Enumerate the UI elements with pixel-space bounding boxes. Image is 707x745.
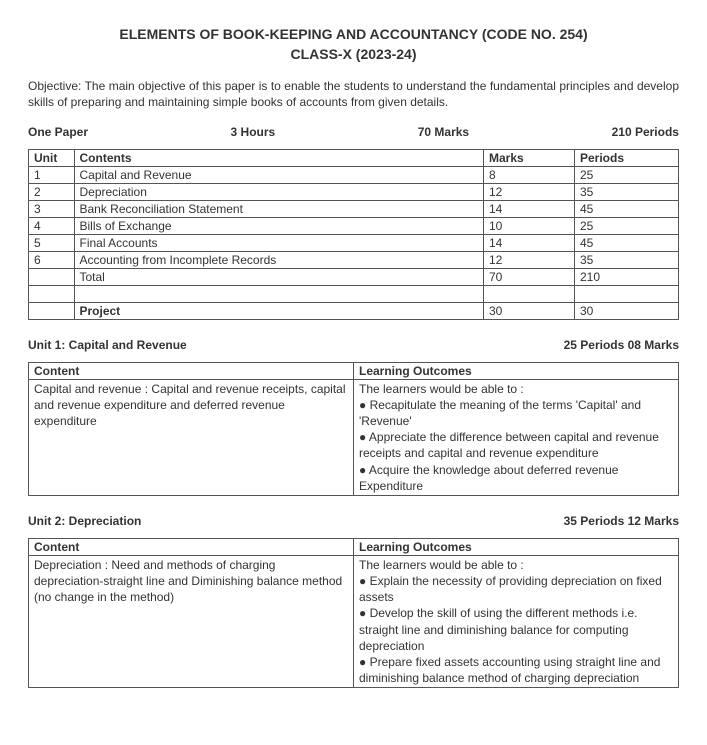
cell-periods: 35	[575, 183, 679, 200]
cell-unit: 3	[29, 200, 75, 217]
cell-total-marks: 70	[484, 268, 575, 285]
table-header-row: Unit Contents Marks Periods	[29, 149, 679, 166]
unit2-outcome: The learners would be able to :● Explain…	[354, 555, 679, 688]
cell-periods: 25	[575, 217, 679, 234]
unit2-alloc: 35 Periods 12 Marks	[564, 514, 679, 528]
cell-unit	[29, 302, 75, 319]
cell-unit: 1	[29, 166, 75, 183]
table-row: 5 Final Accounts 14 45	[29, 234, 679, 251]
table-row: Depreciation : Need and methods of charg…	[29, 555, 679, 688]
col-marks: Marks	[484, 149, 575, 166]
cell-contents: Accounting from Incomplete Records	[74, 251, 484, 268]
cell-periods: 35	[575, 251, 679, 268]
blank-row	[29, 285, 679, 302]
cell-marks: 10	[484, 217, 575, 234]
title-line-1: ELEMENTS OF BOOK-KEEPING AND ACCOUNTANCY…	[28, 25, 679, 45]
cell-marks: 8	[484, 166, 575, 183]
table-header-row: Content Learning Outcomes	[29, 538, 679, 555]
unit1-heading: Unit 1: Capital and Revenue	[28, 338, 187, 352]
exam-periods: 210 Periods	[612, 125, 679, 139]
unit1-alloc: 25 Periods 08 Marks	[564, 338, 679, 352]
col-content: Content	[29, 538, 354, 555]
table-row: 3 Bank Reconciliation Statement 14 45	[29, 200, 679, 217]
unit2-content: Depreciation : Need and methods of charg…	[29, 555, 354, 688]
unit1-table: Content Learning Outcomes Capital and re…	[28, 362, 679, 496]
cell-periods: 25	[575, 166, 679, 183]
table-row: 2 Depreciation 12 35	[29, 183, 679, 200]
cell-marks: 12	[484, 183, 575, 200]
cell-contents: Capital and Revenue	[74, 166, 484, 183]
cell-unit	[29, 268, 75, 285]
cell-marks: 12	[484, 251, 575, 268]
cell-total-label: Total	[74, 268, 484, 285]
page-title: ELEMENTS OF BOOK-KEEPING AND ACCOUNTANCY…	[28, 25, 679, 64]
project-row: Project 30 30	[29, 302, 679, 319]
exam-marks: 70 Marks	[418, 125, 469, 139]
total-row: Total 70 210	[29, 268, 679, 285]
table-row: 1 Capital and Revenue 8 25	[29, 166, 679, 183]
cell-periods: 45	[575, 234, 679, 251]
col-outcome: Learning Outcomes	[354, 538, 679, 555]
cell-contents: Bank Reconciliation Statement	[74, 200, 484, 217]
cell-unit: 5	[29, 234, 75, 251]
cell-unit: 2	[29, 183, 75, 200]
col-outcome: Learning Outcomes	[354, 362, 679, 379]
cell-project-marks: 30	[484, 302, 575, 319]
unit1-outcome: The learners would be able to :● Recapit…	[354, 379, 679, 495]
exam-paper: One Paper	[28, 125, 88, 139]
cell-project-periods: 30	[575, 302, 679, 319]
cell-unit: 4	[29, 217, 75, 234]
unit2-heading: Unit 2: Depreciation	[28, 514, 141, 528]
col-contents: Contents	[74, 149, 484, 166]
col-unit: Unit	[29, 149, 75, 166]
col-periods: Periods	[575, 149, 679, 166]
table-row: 4 Bills of Exchange 10 25	[29, 217, 679, 234]
title-line-2: CLASS-X (2023-24)	[28, 45, 679, 65]
unit1-content: Capital and revenue : Capital and revenu…	[29, 379, 354, 495]
cell-periods: 45	[575, 200, 679, 217]
unit2-table: Content Learning Outcomes Depreciation :…	[28, 538, 679, 689]
cell-unit: 6	[29, 251, 75, 268]
unit2-header: Unit 2: Depreciation 35 Periods 12 Marks	[28, 514, 679, 528]
unit1-header: Unit 1: Capital and Revenue 25 Periods 0…	[28, 338, 679, 352]
cell-contents: Bills of Exchange	[74, 217, 484, 234]
cell-marks: 14	[484, 200, 575, 217]
table-row: 6 Accounting from Incomplete Records 12 …	[29, 251, 679, 268]
cell-marks: 14	[484, 234, 575, 251]
objective-text: Objective: The main objective of this pa…	[28, 78, 679, 110]
cell-total-periods: 210	[575, 268, 679, 285]
table-row: Capital and revenue : Capital and revenu…	[29, 379, 679, 495]
exam-hours: 3 Hours	[231, 125, 276, 139]
table-header-row: Content Learning Outcomes	[29, 362, 679, 379]
col-content: Content	[29, 362, 354, 379]
syllabus-table: Unit Contents Marks Periods 1 Capital an…	[28, 149, 679, 320]
exam-info-row: One Paper 3 Hours 70 Marks 210 Periods	[28, 125, 679, 139]
cell-project-label: Project	[74, 302, 484, 319]
cell-contents: Depreciation	[74, 183, 484, 200]
cell-contents: Final Accounts	[74, 234, 484, 251]
